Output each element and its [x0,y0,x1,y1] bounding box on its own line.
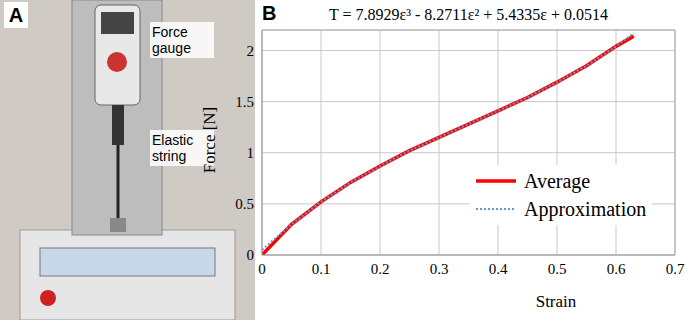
html-text:Average: Average [524,169,591,192]
svg-text:0.3: 0.3 [430,261,449,277]
svg-text:2: 2 [247,43,255,59]
html-text:Approximation: Approximation [524,197,647,220]
svg-text:0.5: 0.5 [235,196,254,212]
svg-text:0.1: 0.1 [312,261,331,277]
svg-text:0: 0 [258,261,266,277]
html-text:B: B [262,2,277,24]
svg-text:0.2: 0.2 [371,261,390,277]
svg-text:0.4: 0.4 [489,261,508,277]
html-text:Elastic string: Elastic string [152,132,194,164]
svg-text:0.6: 0.6 [607,261,626,277]
html-text:Force gauge: Force gauge [152,24,191,56]
html-text:Strain: Strain [535,292,577,311]
svg-text:1.5: 1.5 [235,94,254,110]
svg-text:0.5: 0.5 [548,261,567,277]
html-text:T = 7.8929ε³ - 8.2711ε² + 5.43: T = 7.8929ε³ - 8.2711ε² + 5.4335ε + 0.05… [329,6,608,23]
svg-text:1: 1 [247,145,255,161]
html-text:Force [N]: Force [N] [200,106,219,174]
html-text:A: A [8,4,24,26]
svg-text:0: 0 [247,247,255,263]
svg-text:0.7: 0.7 [666,261,685,277]
